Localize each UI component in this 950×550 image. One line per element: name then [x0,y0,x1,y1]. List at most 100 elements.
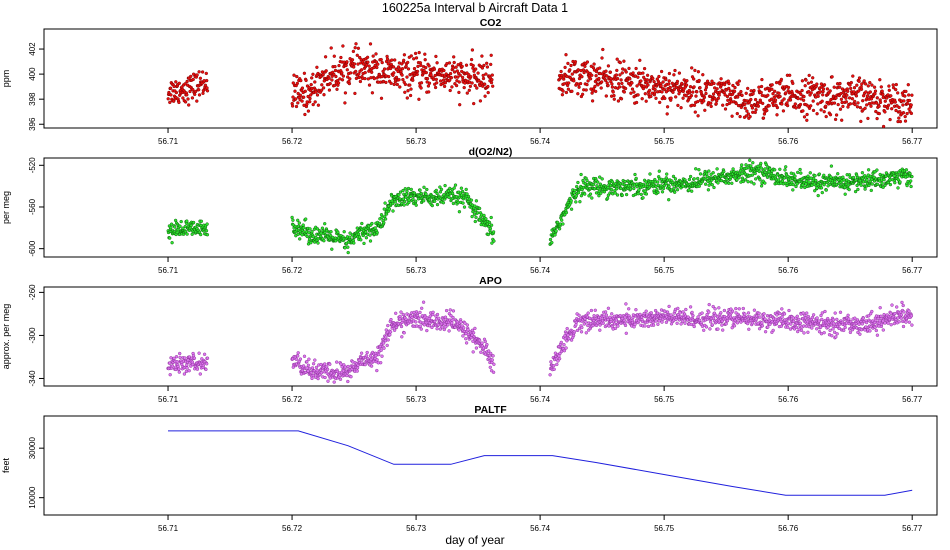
x-tick-label: 56.71 [158,266,179,275]
data-point [434,188,438,193]
data-point [483,339,487,344]
data-point [205,222,209,226]
data-point [490,358,494,362]
data-point [368,239,373,243]
data-point [193,89,198,94]
data-point [718,90,722,94]
data-point [811,108,816,113]
data-point [583,192,587,196]
data-point [400,73,404,77]
data-point [410,315,414,320]
data-point [820,317,824,322]
data-point [710,323,715,327]
data-point [661,80,665,84]
data-point [832,85,836,89]
data-point [294,97,298,101]
data-point [760,324,765,328]
data-point [732,89,737,93]
data-point [321,86,326,90]
data-point [833,179,837,184]
data-point [716,327,720,331]
data-point [849,86,853,91]
data-point [192,356,197,360]
data-point [434,77,438,82]
data-point [488,365,492,369]
data-point [357,72,361,76]
data-point [435,202,440,207]
data-point [627,66,631,71]
data-point [561,222,565,226]
data-point [896,91,900,95]
data-point [319,88,324,92]
data-point [402,199,407,204]
data-point [824,114,828,119]
data-point [473,219,477,224]
data-point [761,116,766,120]
data-point [788,73,792,77]
data-point [357,235,362,239]
data-point [348,71,353,75]
data-point [740,93,744,98]
data-point [677,71,682,75]
data-point [843,192,847,196]
data-point [899,316,903,320]
data-point [188,89,192,94]
data-point [310,376,314,381]
data-point [691,90,695,94]
x-tick-label: 56.75 [654,524,675,533]
data-point [549,360,553,364]
data-point [883,110,887,114]
data-point [442,68,446,73]
data-point [905,111,909,116]
data-point [618,73,622,77]
data-point [169,93,173,97]
data-point [309,82,313,87]
data-point [330,78,334,82]
data-point [414,199,418,203]
data-point [634,66,638,71]
data-point [800,88,804,93]
data-point [802,331,806,335]
data-point [454,83,459,88]
data-point [305,360,309,364]
data-point [878,319,882,323]
data-point [907,320,912,324]
data-point [398,190,403,194]
paltf-line [168,430,913,496]
data-point [572,79,576,83]
data-point [642,66,647,71]
data-point [185,79,189,84]
data-point [328,362,332,366]
x-tick-label: 56.72 [282,137,303,146]
data-point [304,217,308,221]
data-point [189,74,193,79]
x-tick-label: 56.74 [530,395,551,404]
data-point [333,68,338,73]
data-point [480,66,485,70]
data-point [723,93,727,97]
data-point [688,305,693,309]
data-point [688,90,692,95]
data-point [487,349,491,353]
data-point [395,82,399,87]
data-point [687,177,692,182]
data-point [770,83,774,87]
data-point [466,194,471,199]
data-point [423,58,427,62]
data-point [365,350,369,355]
x-tick-label: 56.72 [282,524,303,533]
data-point [679,322,683,326]
data-point [743,178,748,182]
data-point [398,314,402,319]
data-point [424,70,428,75]
data-point [869,188,873,193]
data-point [751,92,755,96]
data-point [345,60,349,64]
data-point [634,308,638,312]
data-point [307,231,311,235]
data-point [796,170,800,175]
data-point [490,73,494,77]
data-point [367,64,371,68]
data-point [849,80,853,85]
data-point [195,99,199,103]
